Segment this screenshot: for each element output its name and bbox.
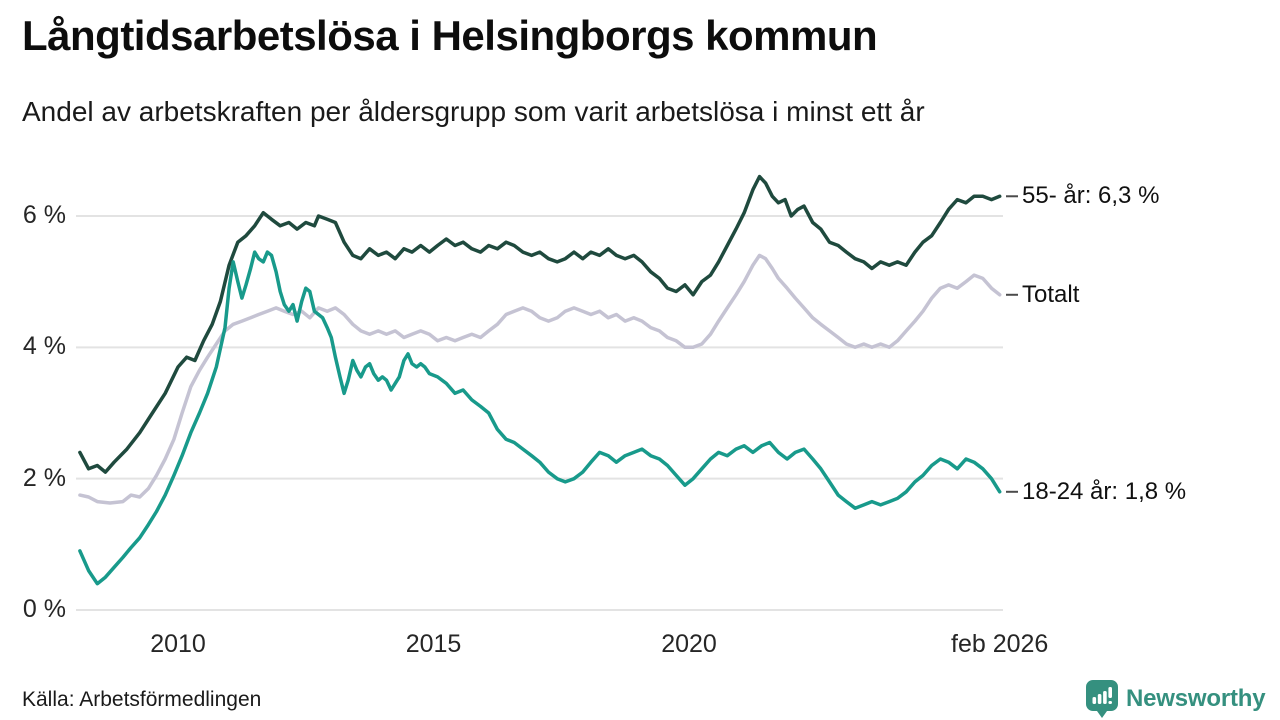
source-note: Källa: Arbetsförmedlingen bbox=[22, 688, 262, 711]
newsworthy-pin-bar-chart-icon bbox=[1086, 680, 1118, 718]
y-axis-label: 4 % bbox=[22, 332, 66, 361]
x-axis-label: 2015 bbox=[405, 630, 462, 658]
series-end-label-55-ar: 55- år: 6,3 % bbox=[1022, 182, 1160, 210]
series-line-totalt bbox=[78, 253, 1002, 505]
x-axis-label: 2010 bbox=[150, 630, 206, 658]
x-axis-label: feb 2026 bbox=[951, 630, 1049, 658]
x-axis-label: 2020 bbox=[661, 630, 717, 658]
series-line-18-24-r bbox=[78, 250, 1002, 586]
series-line-55-r bbox=[78, 174, 1002, 474]
series-end-label-totalt: Totalt bbox=[1022, 280, 1080, 308]
chart-subtitle: Andel av arbetskraften per åldersgrupp s… bbox=[22, 96, 925, 127]
y-axis-label: 0 % bbox=[22, 595, 66, 623]
series-end-label-18-24-ar: 18-24 år: 1,8 % bbox=[1022, 477, 1187, 505]
brand-logo: Newsworthy bbox=[1086, 680, 1266, 718]
chart-title: Långtidsarbetslösa i Helsingborgs kommun bbox=[22, 12, 878, 59]
y-axis-label: 6 % bbox=[22, 200, 66, 229]
brand-name: Newsworthy bbox=[1126, 685, 1266, 712]
y-axis-label: 2 % bbox=[22, 463, 66, 492]
